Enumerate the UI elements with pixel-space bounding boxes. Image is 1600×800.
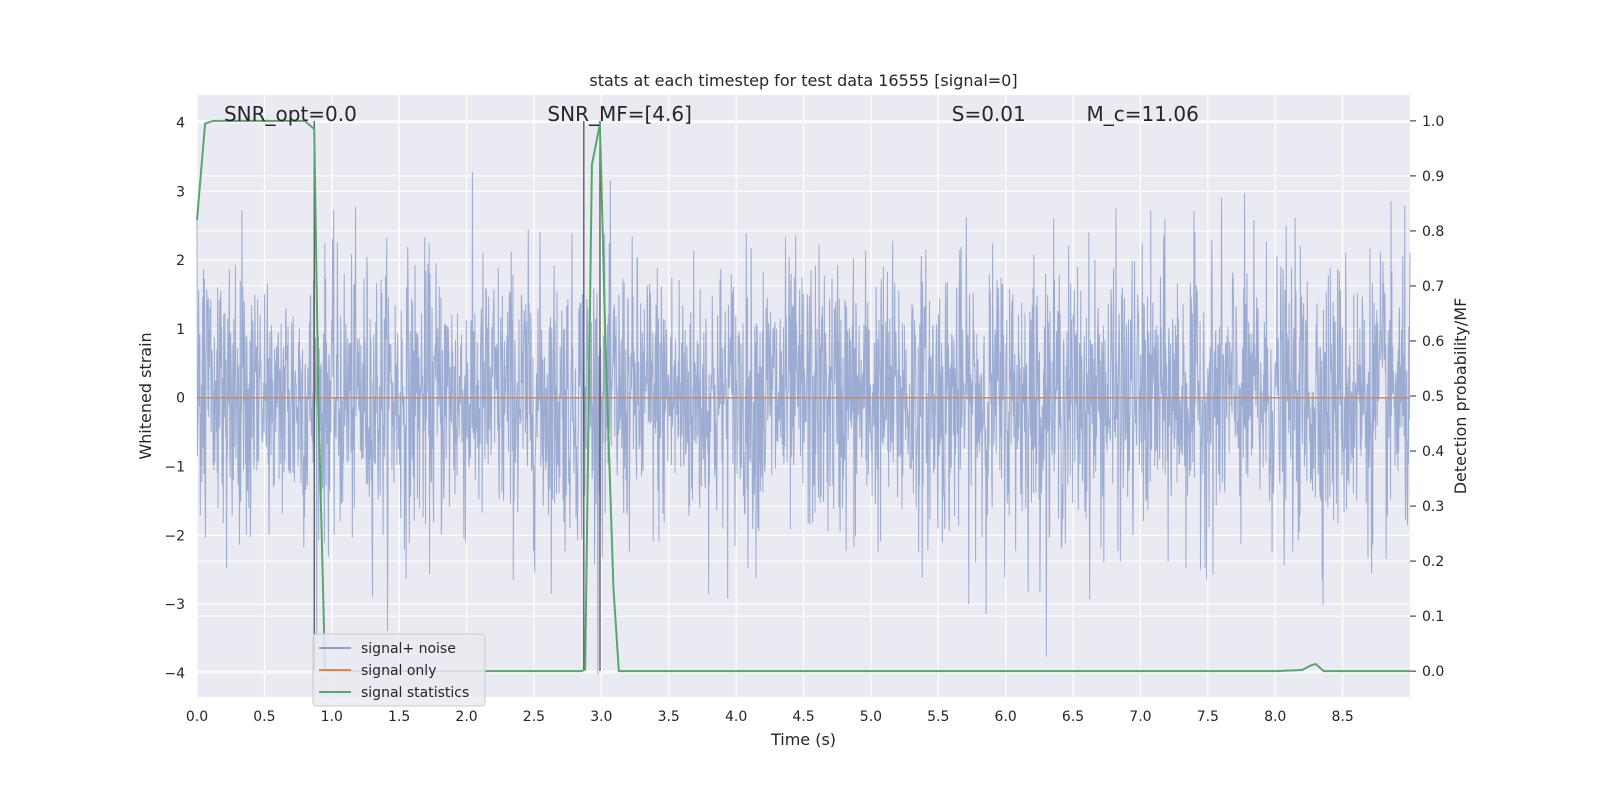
annotation-snr-mf: SNR_MF=[4.6] [547, 102, 691, 126]
y2-tick-label: 0.4 [1422, 444, 1444, 460]
x-tick-label: 8.0 [1264, 709, 1286, 725]
chart-title: stats at each timestep for test data 165… [589, 71, 1017, 90]
x-tick-label: 6.5 [1062, 709, 1084, 725]
x-tick-label: 8.5 [1331, 709, 1353, 725]
series-lines [196, 119, 1410, 673]
x-tick-label: 5.0 [860, 709, 882, 725]
y2-tick-label: 0.1 [1422, 609, 1444, 625]
y-tick-label: −1 [164, 460, 185, 476]
legend-box [312, 633, 486, 707]
y-axis-label: Whitened strain [136, 332, 155, 459]
y2-axis-label: Detection probability/MF [1451, 298, 1470, 495]
y2-tick-label: 0.6 [1422, 334, 1444, 350]
x-tick-label: 5.5 [927, 709, 949, 725]
y-tick-label: 4 [176, 116, 185, 132]
x-tick-label: 0.5 [253, 709, 275, 725]
y2-tick-label: 0.0 [1422, 664, 1444, 680]
y-tick-label: 0 [176, 391, 185, 407]
y-tick-label: 1 [176, 322, 185, 338]
x-tick-label: 3.5 [658, 709, 680, 725]
annotations: SNR_opt=0.0 SNR_MF=[4.6] S=0.01 M_c=11.0… [224, 102, 1199, 126]
x-tick-label: 2.5 [523, 709, 545, 725]
x-axis: 0.0 0.5 1.0 1.5 2.0 2.5 3.0 3.5 4.0 4.5 5.0 5.5 6.0 6… [186, 709, 1354, 725]
y2-tick-label: 0.9 [1422, 169, 1444, 185]
y-axis-right: 1.0 0.9 0.8 0.7 0.6 0.5 0.4 0.3 0.2 0.1 0.0 [1410, 114, 1444, 680]
y-tick-label: −3 [164, 597, 185, 613]
y2-tick-label: 0.8 [1422, 224, 1444, 240]
annotation-mc: M_c=11.06 [1087, 102, 1199, 126]
legend-label-signal-only: signal only [361, 663, 436, 679]
legend: signal+ noise signal only signal statist… [312, 633, 486, 707]
y-tick-label: −2 [164, 528, 185, 544]
x-tick-label: 6.0 [995, 709, 1017, 725]
y-tick-label: 3 [176, 184, 185, 200]
y-tick-label: −4 [164, 666, 185, 682]
x-tick-label: 0.0 [186, 709, 208, 725]
x-tick-label: 7.0 [1129, 709, 1151, 725]
legend-label-signal-plus-noise: signal+ noise [361, 641, 456, 657]
x-tick-label: 1.0 [321, 709, 343, 725]
x-tick-label: 1.5 [388, 709, 410, 725]
annotation-s: S=0.01 [952, 102, 1026, 126]
x-tick-label: 4.0 [725, 709, 747, 725]
y2-tick-label: 0.3 [1422, 499, 1444, 515]
x-axis-label: Time (s) [770, 730, 836, 749]
x-tick-label: 2.0 [455, 709, 477, 725]
y2-tick-label: 0.2 [1422, 554, 1444, 570]
x-tick-label: 7.5 [1197, 709, 1219, 725]
x-tick-label: 4.5 [792, 709, 814, 725]
series-signal-plus-noise [196, 172, 1411, 675]
x-tick-label: 3.0 [590, 709, 612, 725]
y2-tick-label: 0.5 [1422, 389, 1444, 405]
signal-plus-noise-line [196, 172, 1411, 675]
y-tick-label: 2 [176, 253, 185, 269]
legend-label-signal-statistics: signal statistics [361, 685, 469, 701]
y-axis-left: 4 3 2 1 0 −1 −2 −3 −4 [164, 116, 185, 682]
annotation-snr-opt: SNR_opt=0.0 [224, 102, 357, 126]
y2-tick-label: 0.7 [1422, 279, 1444, 295]
y2-tick-label: 1.0 [1422, 114, 1444, 130]
signal-statistics-line [196, 119, 1410, 673]
